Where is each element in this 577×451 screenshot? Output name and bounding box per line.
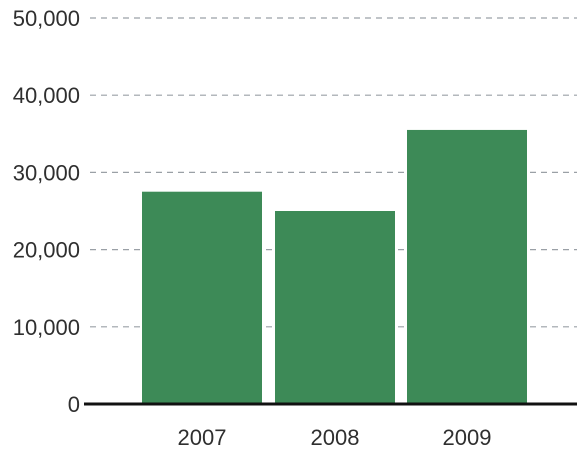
bar-2007 <box>142 191 262 404</box>
bar-2009 <box>407 129 527 404</box>
x-tick-label: 2009 <box>443 425 492 450</box>
y-tick-label: 50,000 <box>13 6 80 31</box>
bar-2008 <box>275 211 395 404</box>
x-tick-label: 2008 <box>311 425 360 450</box>
y-tick-label: 40,000 <box>13 83 80 108</box>
y-tick-label: 20,000 <box>13 238 80 263</box>
x-tick-label: 2007 <box>178 425 227 450</box>
y-tick-label: 10,000 <box>13 315 80 340</box>
y-tick-label: 30,000 <box>13 160 80 185</box>
y-tick-label: 0 <box>68 392 80 417</box>
